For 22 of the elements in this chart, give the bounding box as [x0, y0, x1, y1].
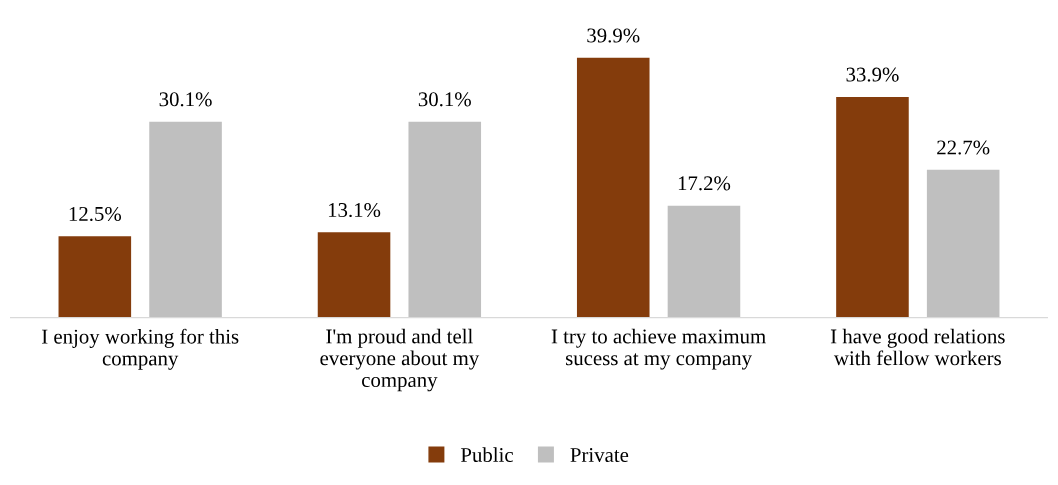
x-tick-label: I have good relations with fellow workers	[830, 328, 1005, 366]
bar	[667, 205, 741, 318]
data-label: 39.9%	[587, 28, 640, 43]
data-label: 30.1%	[159, 92, 212, 107]
data-label: 30.1%	[418, 92, 471, 107]
bar	[576, 57, 650, 318]
bar	[149, 121, 222, 318]
data-label: 22.7%	[937, 140, 990, 155]
x-tick-label: I try to achieve maximum sucess at my company	[551, 328, 766, 370]
x-tick-label: I enjoy working for this company	[41, 328, 239, 370]
x-tick-label: I'm proud and tell everyone about my company	[320, 328, 480, 392]
legend-label: Private	[570, 448, 629, 463]
bar	[317, 232, 391, 318]
bar	[408, 121, 482, 318]
data-label: 13.1%	[328, 202, 381, 218]
bar	[58, 236, 132, 318]
bar	[836, 96, 909, 318]
bar	[926, 169, 1000, 318]
data-label: 33.9%	[846, 67, 899, 82]
legend-label: Public	[460, 447, 513, 463]
data-label: 12.5%	[69, 206, 122, 222]
data-label: 17.2%	[678, 176, 731, 191]
